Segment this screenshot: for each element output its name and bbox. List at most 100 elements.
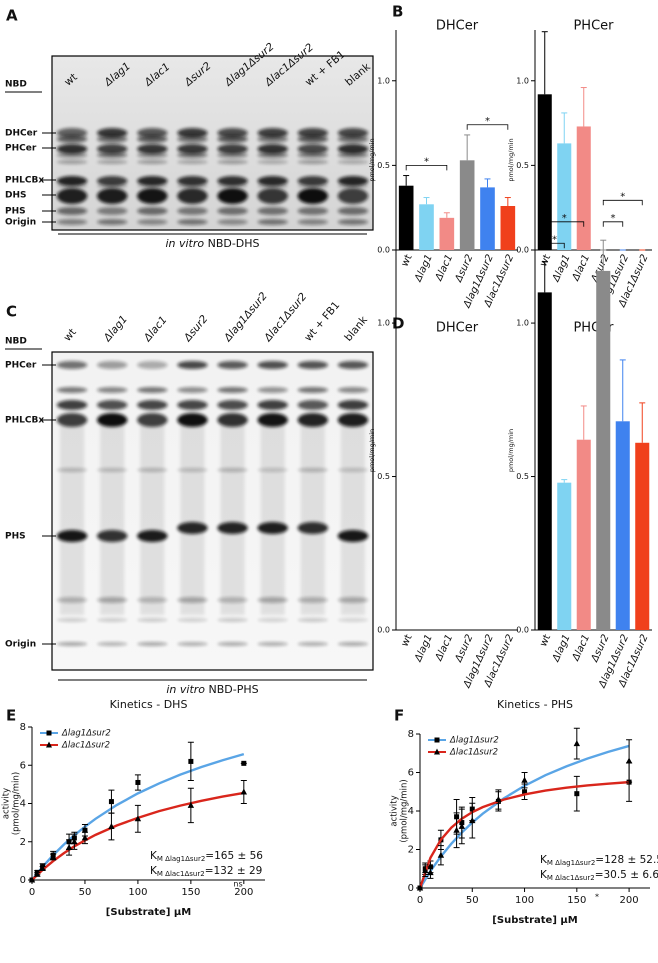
gel-band: [257, 152, 288, 158]
x-tick-label: wt: [400, 253, 415, 269]
legend-label: Δlac1Δsur2: [61, 741, 110, 751]
km-value: =128 ± 52.5: [595, 854, 658, 866]
x-tick-label: Δlag1: [413, 633, 435, 664]
gel-band: [337, 184, 369, 188]
chart-title: PHCer: [573, 19, 614, 34]
gel-band: [56, 618, 88, 622]
significance-label: *: [562, 213, 567, 224]
y-tick-label: 0.5: [516, 161, 529, 170]
gel-band: [297, 361, 329, 369]
km-subscript: M Δlac1Δsur2: [547, 874, 595, 882]
significance-label: *: [595, 893, 599, 902]
gel-band: [257, 219, 288, 225]
gel-band: [56, 152, 88, 158]
bar: [459, 160, 475, 250]
data-point: [522, 789, 528, 795]
gel-band: [257, 207, 288, 215]
marker-label: PHCer: [5, 361, 37, 371]
gel-band: [56, 642, 88, 646]
gel-band: [257, 361, 288, 369]
significance-bracket: [405, 164, 448, 171]
gel-band: [177, 135, 208, 143]
gel-smear: [220, 425, 245, 615]
gel-band: [177, 387, 208, 393]
gel-band: [297, 642, 329, 646]
gel-band: [137, 387, 168, 393]
data-point: [34, 870, 41, 877]
gel-band: [96, 207, 128, 215]
caption-italic: in vitro: [166, 683, 205, 696]
marker-label: NBD: [5, 80, 27, 90]
gel-band: [217, 387, 248, 393]
gel-band: [96, 618, 128, 622]
panel-label: B: [392, 3, 403, 21]
gel-band: [337, 176, 369, 186]
km-value: =165 ± 56: [205, 850, 263, 862]
marker-label: PHLCBx: [5, 416, 44, 426]
gel-band: [177, 642, 208, 646]
gel-band: [337, 144, 369, 154]
km-value: =30.5 ± 6.6: [595, 869, 658, 881]
x-tick-label: 50: [79, 887, 92, 898]
gel-band: [56, 176, 88, 186]
gel-band: [257, 188, 288, 204]
gel-band: [217, 176, 248, 186]
gel-background: [51, 55, 374, 231]
gel-band: [137, 188, 168, 204]
gel-band: [217, 361, 248, 369]
bar: [500, 206, 516, 250]
x-tick-label: 150: [181, 887, 200, 898]
x-tick-label: 150: [567, 895, 586, 906]
km-annotation: KM Δlag1Δsur2=128 ± 52.5: [540, 854, 658, 867]
gel-band: [257, 618, 288, 622]
gel-band: [297, 160, 329, 164]
gel-band: [337, 207, 369, 215]
gel-band: [337, 135, 369, 143]
gel-band: [177, 400, 208, 410]
gel-band: [337, 413, 369, 427]
gel-band: [56, 184, 88, 188]
gel-band: [217, 135, 248, 143]
gel-band: [56, 361, 88, 369]
y-tick-label: 4: [408, 806, 414, 817]
gel-smear: [180, 425, 205, 615]
lane-label: wt + FB1: [302, 299, 342, 344]
gel-band: [137, 176, 168, 186]
gel-band: [217, 128, 248, 138]
km-subscript: M Δlag1Δsur2: [547, 859, 595, 867]
panel-label: E: [6, 707, 16, 725]
gel-band: [96, 176, 128, 186]
gel-band: [137, 128, 168, 138]
km-subscript: M Δlac1Δsur2: [157, 870, 205, 878]
gel-band: [217, 219, 248, 225]
bar: [480, 187, 495, 250]
lane-label: wt: [61, 326, 78, 343]
bar: [635, 442, 650, 630]
x-tick-label: 0: [29, 887, 35, 898]
y-axis-label: activity: [390, 795, 400, 826]
bar: [576, 126, 591, 250]
y-axis-label: (pmol/mg/min): [12, 772, 22, 835]
gel-band: [297, 188, 329, 204]
data-point: [453, 826, 460, 833]
gel-band: [177, 361, 208, 369]
fit-curve: [418, 780, 630, 889]
x-tick-label: 0: [417, 895, 423, 906]
data-point: [108, 822, 115, 829]
gel-band: [137, 361, 168, 369]
y-tick-label: 1.0: [516, 76, 529, 85]
legend-marker: [434, 737, 440, 743]
gel-band: [137, 152, 168, 158]
gel-band: [137, 413, 168, 427]
gel-band: [137, 642, 168, 646]
data-point: [437, 851, 445, 858]
gel-band: [297, 413, 329, 427]
significance-label: ns: [233, 880, 242, 889]
gel-band: [257, 135, 288, 143]
data-point: [188, 758, 194, 764]
gel-band: [96, 160, 128, 164]
gel-band: [96, 387, 128, 393]
data-point: [573, 740, 581, 747]
caption-text: NBD-DHS: [208, 237, 260, 250]
